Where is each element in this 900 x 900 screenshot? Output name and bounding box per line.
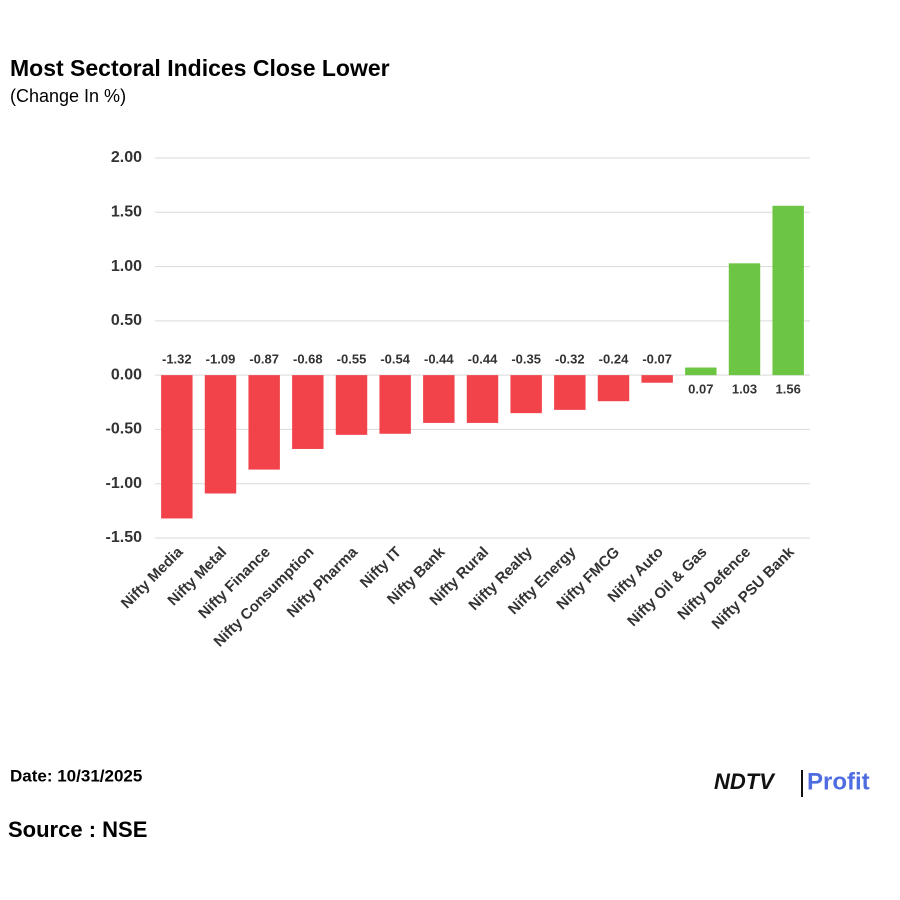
x-tick-label: Nifty PSU Bank [709, 543, 799, 633]
bar [204, 375, 237, 494]
value-label: -0.32 [555, 352, 585, 367]
bar [772, 205, 804, 376]
bar [335, 375, 368, 435]
chart-subtitle: (Change In %) [10, 86, 126, 106]
value-label: -0.55 [337, 352, 367, 367]
value-label: -0.44 [424, 352, 454, 367]
y-tick-label: 1.50 [111, 204, 142, 221]
y-tick-label: 0.00 [111, 366, 142, 383]
value-label: -0.07 [642, 352, 672, 367]
value-label: -0.54 [380, 352, 410, 367]
y-tick-label: -0.50 [106, 421, 143, 438]
value-label: -0.44 [468, 352, 498, 367]
value-label: -0.35 [511, 352, 541, 367]
brand-logo: NDTV [714, 769, 776, 794]
bar [728, 263, 761, 376]
value-label: -0.68 [293, 352, 323, 367]
bar [510, 375, 542, 414]
date: Date: 10/31/2025 [10, 766, 142, 785]
brand-logo-sub: Profit [807, 768, 870, 795]
bar [423, 375, 455, 423]
bar [641, 375, 673, 383]
bar [248, 375, 280, 470]
value-label: 1.56 [776, 382, 801, 397]
value-label: -0.87 [249, 352, 279, 367]
y-tick-label: 2.00 [111, 149, 142, 166]
value-label: 1.03 [732, 382, 757, 397]
bar [292, 375, 324, 449]
source: Source : NSE [8, 817, 147, 842]
x-tick-label: Nifty Oil & Gas [624, 544, 710, 630]
value-label: -1.09 [206, 352, 236, 367]
y-tick-label: -1.00 [106, 475, 143, 492]
y-tick-label: -1.50 [106, 529, 143, 546]
bar [685, 367, 717, 376]
bar [379, 375, 411, 434]
value-label: -0.24 [599, 352, 629, 367]
value-label: 0.07 [688, 382, 713, 397]
chart-title: Most Sectoral Indices Close Lower [10, 55, 390, 81]
bar [466, 375, 499, 423]
y-tick-label: 0.50 [111, 312, 142, 329]
bar [161, 375, 193, 519]
bar [554, 375, 586, 410]
bar [597, 375, 630, 402]
value-label: -1.32 [162, 352, 192, 367]
y-tick-label: 1.00 [111, 258, 142, 275]
